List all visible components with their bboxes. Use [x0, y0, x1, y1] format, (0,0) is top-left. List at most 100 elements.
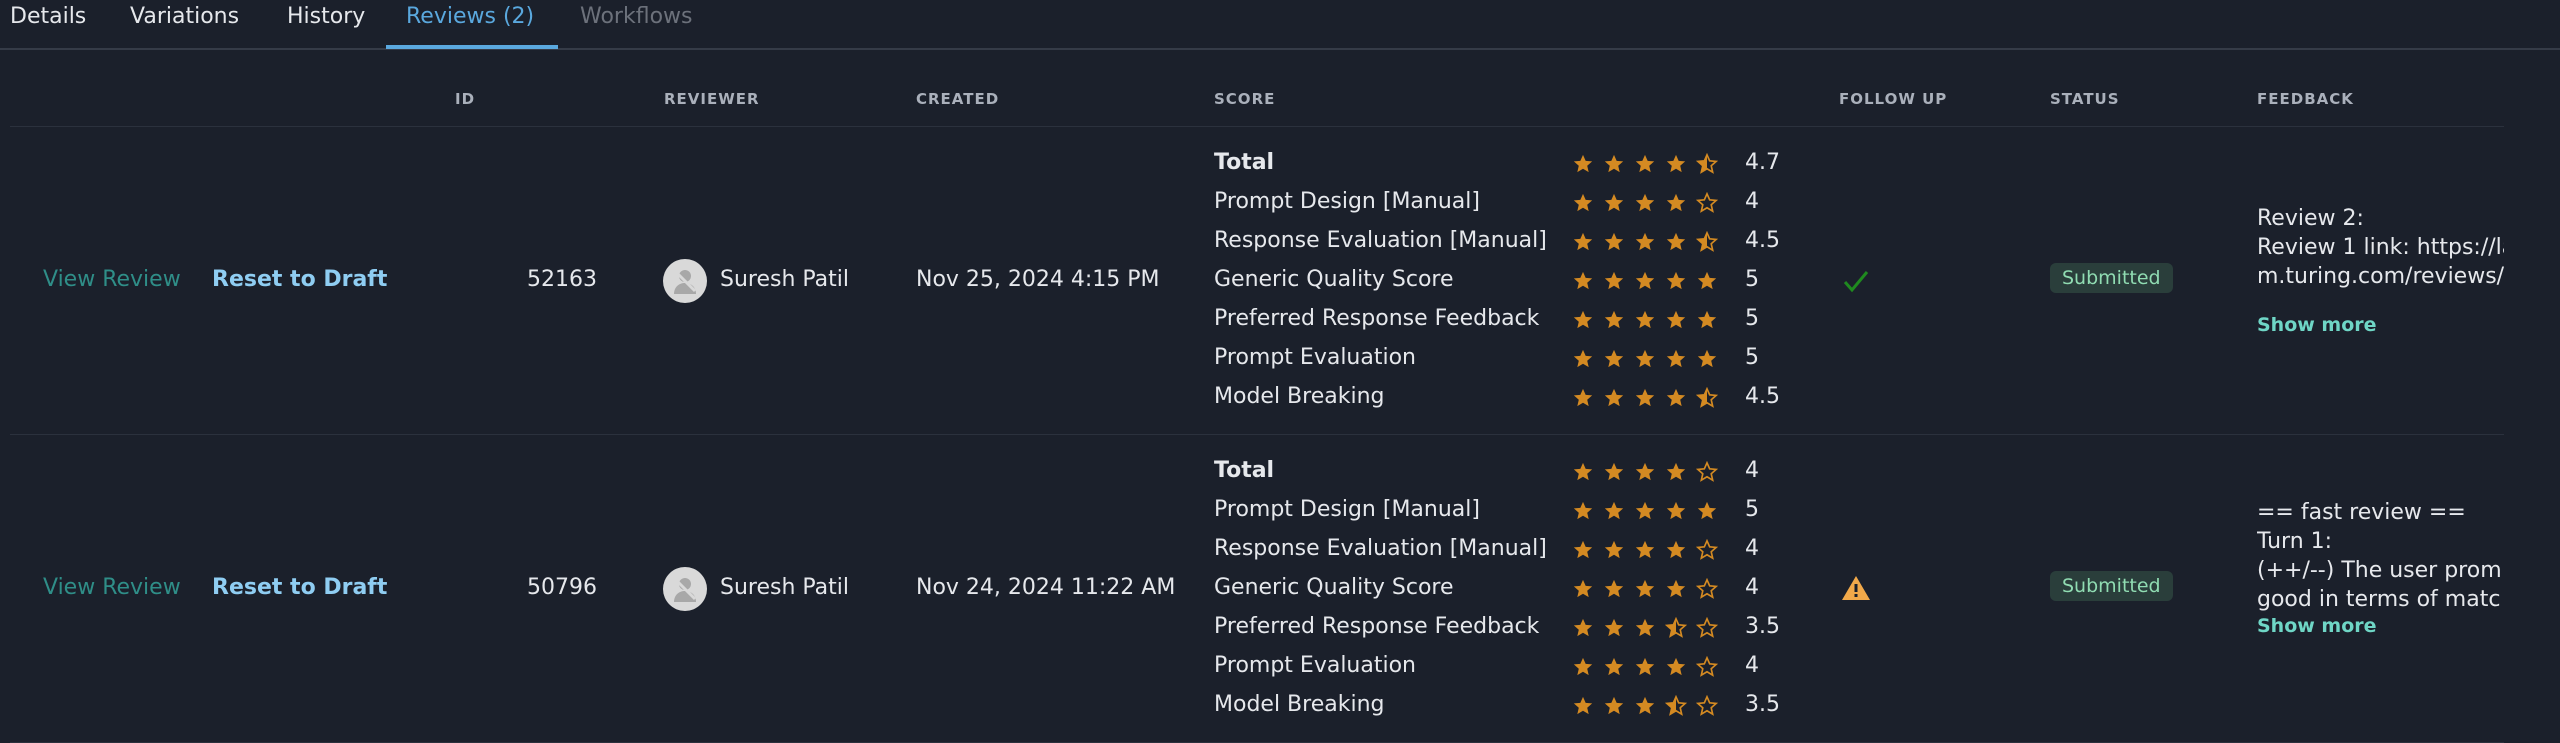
- user-icon: [673, 577, 697, 602]
- star-full-icon: [1573, 232, 1593, 251]
- star-full-icon: [1604, 657, 1624, 676]
- star-full-icon: [1604, 349, 1624, 368]
- score-value: 5: [1745, 497, 1759, 522]
- star-full-icon: [1635, 310, 1655, 329]
- star-half-icon: [1665, 695, 1687, 716]
- show-more-link[interactable]: Show more: [2257, 615, 2377, 637]
- reset-to-draft-button[interactable]: Reset to Draft: [212, 575, 388, 600]
- score-label: Prompt Design [Manual]: [1214, 189, 1480, 214]
- feedback-line: (++/--) The user prom: [2257, 558, 2502, 583]
- star-full-icon: [1635, 657, 1655, 676]
- star-full-icon: [1635, 618, 1655, 637]
- score-label: Generic Quality Score: [1214, 575, 1454, 600]
- star-full-icon: [1635, 462, 1655, 481]
- reviewer-name: Suresh Patil: [720, 267, 850, 292]
- status-badge: Submitted: [2050, 571, 2173, 601]
- star-full-icon: [1666, 579, 1686, 598]
- show-more-link[interactable]: Show more: [2257, 314, 2377, 336]
- view-review-link[interactable]: View Review: [43, 575, 181, 600]
- table-row: View Review Reset to Draft 52163 Suresh Pat…: [10, 127, 2504, 435]
- avatar: [663, 567, 707, 611]
- reviewer-name: Suresh Patil: [720, 575, 850, 600]
- feedback-line: Review 1 link: https://la: [2257, 235, 2504, 260]
- star-full-icon: [1573, 579, 1593, 598]
- star-full-icon: [1573, 271, 1593, 290]
- score-value: 4: [1745, 536, 1759, 561]
- feedback-line: Review 2:: [2257, 206, 2364, 231]
- score-value: 5: [1745, 306, 1759, 331]
- star-full-icon: [1666, 501, 1686, 520]
- star-full-icon: [1697, 310, 1717, 329]
- tab-variations[interactable]: Variations: [130, 4, 240, 29]
- user-icon: [673, 269, 697, 294]
- star-full-icon: [1573, 193, 1593, 212]
- score-value: 5: [1745, 345, 1759, 370]
- score-label: Total: [1214, 150, 1275, 175]
- tab-reviews[interactable]: Reviews (2): [406, 4, 535, 29]
- star-full-icon: [1666, 310, 1686, 329]
- star-full-icon: [1666, 349, 1686, 368]
- review-id: 50796: [527, 575, 597, 600]
- star-full-icon: [1573, 501, 1593, 520]
- header-feedback: FEEDBACK: [2257, 90, 2354, 108]
- star-full-icon: [1573, 462, 1593, 481]
- star-empty-icon: [1696, 192, 1718, 213]
- created-date: Nov 24, 2024 11:22 AM: [916, 575, 1176, 600]
- star-full-icon: [1697, 501, 1717, 520]
- star-full-icon: [1573, 388, 1593, 407]
- star-full-icon: [1697, 349, 1717, 368]
- feedback-line: Turn 1:: [2257, 529, 2333, 554]
- header-created: CREATED: [916, 90, 1000, 108]
- header-follow-up: FOLLOW UP: [1839, 90, 1948, 108]
- score-label: Total: [1214, 458, 1275, 483]
- score-label: Preferred Response Feedback: [1214, 614, 1540, 639]
- star-half-icon: [1665, 617, 1687, 638]
- score-label: Model Breaking: [1214, 692, 1385, 717]
- header-divider: [10, 126, 2504, 127]
- score-value: 4.7: [1745, 150, 1780, 175]
- star-full-icon: [1666, 271, 1686, 290]
- star-full-icon: [1666, 388, 1686, 407]
- star-empty-icon: [1696, 578, 1718, 599]
- star-full-icon: [1573, 154, 1593, 173]
- star-full-icon: [1697, 271, 1717, 290]
- star-full-icon: [1604, 462, 1624, 481]
- score-label: Prompt Evaluation: [1214, 345, 1416, 370]
- score-value: 4: [1745, 458, 1759, 483]
- score-label: Model Breaking: [1214, 384, 1385, 409]
- star-empty-icon: [1696, 656, 1718, 677]
- header-score: SCORE: [1214, 90, 1276, 108]
- reset-to-draft-button[interactable]: Reset to Draft: [212, 267, 388, 292]
- score-value: 4: [1745, 575, 1759, 600]
- star-full-icon: [1604, 271, 1624, 290]
- star-full-icon: [1604, 232, 1624, 251]
- star-full-icon: [1573, 657, 1593, 676]
- feedback-line: good in terms of matc: [2257, 587, 2501, 612]
- star-full-icon: [1635, 271, 1655, 290]
- score-value: 5: [1745, 267, 1759, 292]
- active-tab-indicator: [386, 45, 558, 49]
- star-full-icon: [1604, 388, 1624, 407]
- tab-bar: Details Variations History Reviews (2) W…: [0, 0, 2560, 50]
- view-review-link[interactable]: View Review: [43, 267, 181, 292]
- star-half-icon: [1696, 153, 1718, 174]
- tab-details[interactable]: Details: [10, 4, 87, 29]
- star-full-icon: [1635, 193, 1655, 212]
- star-full-icon: [1635, 388, 1655, 407]
- score-label: Prompt Evaluation: [1214, 653, 1416, 678]
- star-full-icon: [1666, 154, 1686, 173]
- score-label: Response Evaluation [Manual]: [1214, 536, 1547, 561]
- tab-history[interactable]: History: [287, 4, 366, 29]
- avatar: [663, 259, 707, 303]
- star-full-icon: [1635, 696, 1655, 715]
- star-full-icon: [1604, 696, 1624, 715]
- star-full-icon: [1666, 232, 1686, 251]
- star-full-icon: [1635, 349, 1655, 368]
- star-full-icon: [1635, 154, 1655, 173]
- created-date: Nov 25, 2024 4:15 PM: [916, 267, 1160, 292]
- star-full-icon: [1635, 579, 1655, 598]
- star-full-icon: [1604, 579, 1624, 598]
- score-label: Response Evaluation [Manual]: [1214, 228, 1547, 253]
- status-badge: Submitted: [2050, 263, 2173, 293]
- reviews-table[interactable]: ID REVIEWER CREATED SCORE FOLLOW UP STAT…: [10, 50, 2504, 743]
